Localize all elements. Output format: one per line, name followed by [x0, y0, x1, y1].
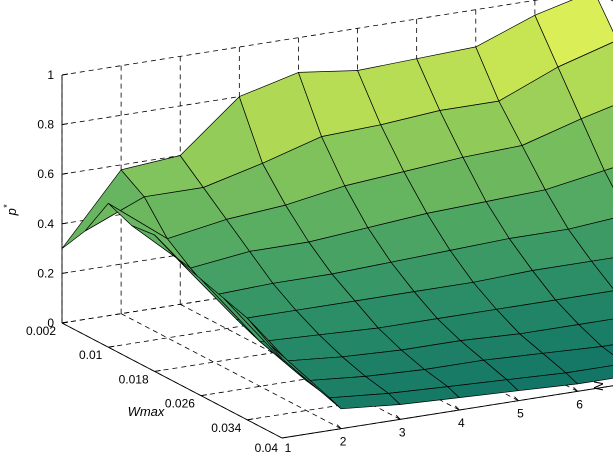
surface-patch	[532, 260, 613, 301]
x-tick-mark	[336, 424, 342, 429]
surface-patch	[534, 0, 613, 68]
z-tick-mark	[61, 222, 69, 225]
y-tick-label: 0.034	[211, 421, 241, 435]
surface-patch	[542, 346, 613, 374]
z-tick-mark	[61, 172, 69, 175]
x-axis-line	[281, 385, 613, 439]
surface-patch	[565, 365, 613, 385]
x-tick-label: 1	[285, 441, 292, 453]
x-axis-label: N	[591, 381, 606, 391]
surface-patch	[557, 41, 613, 120]
z-tick-label: 1	[47, 68, 54, 82]
surface-patch	[601, 344, 613, 356]
z-tick-label: 0.6	[37, 167, 54, 181]
y-tick-mark	[61, 321, 69, 324]
z-tick-label: 0.8	[37, 118, 54, 132]
y-tick-label: 0.04	[255, 441, 279, 453]
z-tick-label: 0.2	[37, 266, 54, 280]
y-tick-label: 0.002	[26, 324, 56, 338]
y-tick-mark	[247, 418, 254, 421]
x-tick-label: 3	[399, 425, 406, 439]
y-tick-label: 0.026	[165, 397, 195, 411]
surface-patch	[591, 257, 613, 290]
z-tick-mark	[61, 73, 69, 76]
y-tick-label: 0.01	[79, 348, 103, 362]
y-tick-mark	[154, 369, 161, 372]
x-tick-mark	[514, 396, 519, 401]
surface-patch	[568, 218, 613, 262]
z-tick-label: 0	[47, 316, 54, 330]
axis-layer	[61, 73, 613, 439]
y-axis-label: Wmax	[128, 404, 165, 419]
z-tick-mark	[61, 123, 69, 126]
y-axis-line	[61, 322, 283, 439]
surface-patch	[555, 290, 613, 325]
surface-patch	[580, 105, 613, 171]
x-tick-label: 5	[517, 407, 524, 421]
x-tick-mark	[455, 405, 460, 411]
x-tick-mark	[395, 415, 401, 420]
surface-layer	[61, 0, 613, 410]
y-tick-label: 0.018	[119, 372, 149, 386]
x-tick-mark	[573, 387, 578, 392]
z-axis-label: p*	[2, 204, 19, 216]
x-tick-label: 2	[340, 435, 347, 449]
surface-patch	[604, 167, 613, 188]
z-tick-label: 0.4	[37, 217, 54, 231]
z-tick-mark	[61, 271, 69, 274]
y-tick-mark	[200, 394, 208, 397]
tick-layer: 0 0.2 0.4 0.6 0.8 1 0.002 0.01 0.018 0.026 0.034 0.…	[26, 68, 583, 453]
surface-patch	[578, 318, 613, 347]
x-tick-label: 4	[458, 416, 465, 430]
surface-patch	[544, 170, 613, 230]
y-tick-mark	[108, 345, 115, 348]
x-tick-label: 6	[576, 397, 583, 411]
